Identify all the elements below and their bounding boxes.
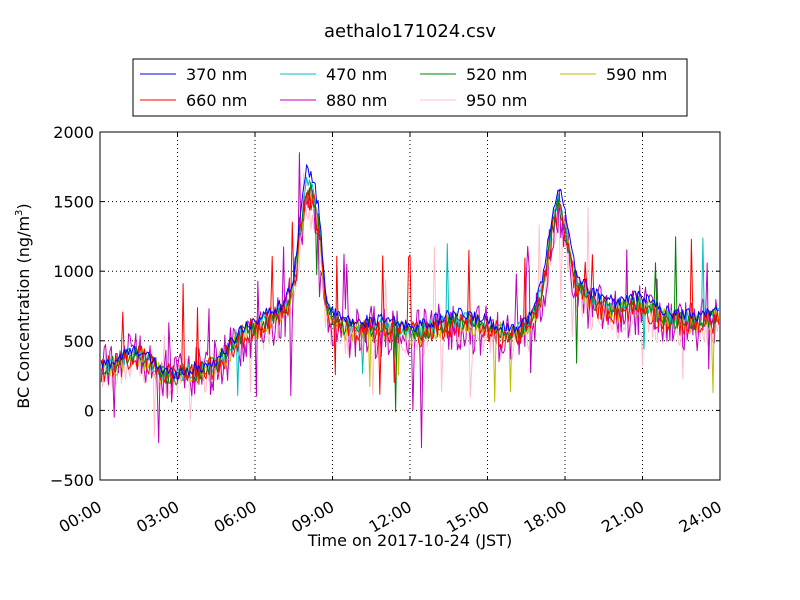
x-axis-label: Time on 2017-10-24 (JST) (307, 531, 512, 550)
grid (100, 132, 720, 480)
legend-label: 590 nm (606, 65, 667, 84)
y-axis-label: BC Concentration (ng/m3) (14, 203, 33, 408)
legend-frame (132, 58, 688, 117)
y-axis-label-close: ) (14, 203, 33, 209)
x-tick-label: 18:00 (521, 497, 570, 537)
axis-ticks (99, 131, 721, 481)
x-tick-label: 03:00 (133, 497, 182, 537)
x-tick-label: 00:00 (56, 497, 105, 537)
legend-label: 520 nm (466, 65, 527, 84)
legend: 370 nm 470 nm 520 nm 590 nm 660 nm 880 nm 950 … (132, 58, 688, 117)
x-tick-label: 06:00 (211, 497, 260, 537)
y-tick-label: 2000 (53, 123, 94, 142)
y-tick-label: 0 (84, 401, 94, 420)
y-tick-label: −500 (50, 471, 94, 490)
y-tick-label: 1000 (53, 262, 94, 281)
y-tick-label: 500 (63, 332, 94, 351)
legend-label: 660 nm (186, 91, 247, 110)
y-axis-label-main: BC Concentration (ng/m (14, 216, 33, 409)
y-tick-labels: −500 0 500 1000 1500 2000 (50, 123, 94, 490)
legend-label: 470 nm (326, 65, 387, 84)
y-tick-label: 1500 (53, 193, 94, 212)
legend-label: 880 nm (326, 91, 387, 110)
series-line-370-nm (100, 164, 719, 380)
x-tick-label: 24:00 (676, 497, 725, 537)
plot-area (100, 152, 720, 449)
x-tick-label: 21:00 (598, 497, 647, 537)
legend-label: 370 nm (186, 65, 247, 84)
chart-title: aethalo171024.csv (324, 21, 496, 42)
legend-label: 950 nm (466, 91, 527, 110)
y-axis-label-sup: 3 (14, 210, 25, 216)
